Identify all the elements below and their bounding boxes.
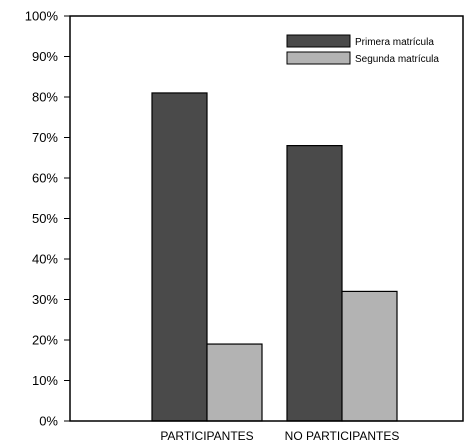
bar-primera-0 [151, 92, 208, 422]
bar-primera-1 [286, 145, 343, 422]
y-tick-label: 50% [32, 211, 58, 226]
legend-label: Segunda matrícula [355, 54, 439, 65]
y-tick-label: 60% [32, 171, 58, 186]
legend-swatch [286, 34, 351, 48]
bar-segunda-1 [341, 290, 398, 422]
y-tick-label: 10% [32, 373, 58, 388]
legend: Primera matrícula Segunda matrícula [286, 34, 439, 65]
y-tick-label: 80% [32, 90, 58, 105]
legend-swatch [286, 51, 351, 65]
bar-segunda-0 [206, 343, 263, 422]
category-labels: PARTICIPANTES NO PARTICIPANTES [160, 429, 399, 443]
y-tick-label: 40% [32, 252, 58, 267]
y-tick-label: 90% [32, 49, 58, 64]
y-tick-label: 70% [32, 130, 58, 145]
y-axis-ticks: 0% 10% 20% 30% 40% 50% 60% 70% 80% 90% 100% [25, 9, 70, 429]
category-label: NO PARTICIPANTES [285, 429, 400, 443]
y-tick-label: 20% [32, 333, 58, 348]
bars [151, 92, 398, 422]
y-tick-label: 100% [25, 9, 59, 24]
legend-label: Primera matrícula [355, 37, 434, 48]
category-label: PARTICIPANTES [160, 429, 253, 443]
y-tick-label: 30% [32, 292, 58, 307]
y-tick-label: 0% [39, 414, 58, 429]
plot-frame [69, 15, 464, 422]
